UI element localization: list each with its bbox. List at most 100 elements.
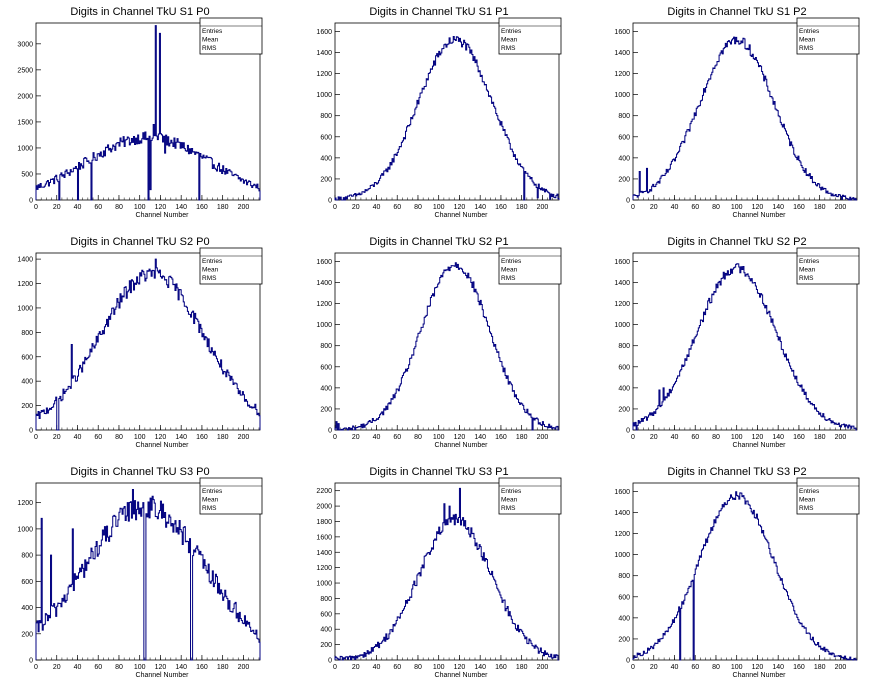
- x-tick-label: 60: [393, 204, 401, 211]
- stats-label-entries: Entries: [799, 258, 820, 265]
- x-tick-label: 160: [495, 204, 507, 211]
- y-tick-label: 0: [626, 428, 630, 435]
- x-tick-label: 120: [155, 204, 167, 211]
- x-tick-label: 0: [34, 204, 38, 211]
- x-tick-label: 60: [691, 434, 699, 441]
- y-tick-label: 2200: [316, 488, 332, 495]
- stats-label-entries: Entries: [799, 488, 820, 495]
- histogram-line: [334, 262, 559, 431]
- stats-box: [498, 247, 562, 285]
- x-axis-label: Channel Number: [733, 442, 787, 449]
- x-tick-label: 200: [537, 434, 549, 441]
- x-tick-label: 120: [752, 434, 764, 441]
- stats-box: [796, 477, 860, 515]
- x-tick-label: 200: [537, 664, 549, 671]
- x-tick-label: 160: [495, 664, 507, 671]
- y-tick-label: 600: [618, 364, 630, 371]
- x-axis-label: Channel Number: [733, 212, 787, 219]
- y-tick-label: 200: [320, 176, 332, 183]
- x-tick-label: 160: [793, 434, 805, 441]
- x-tick-label: 120: [752, 664, 764, 671]
- x-tick-label: 100: [433, 204, 445, 211]
- x-tick-label: 100: [433, 664, 445, 671]
- y-tick-label: 800: [320, 596, 332, 603]
- x-tick-label: 0: [333, 204, 337, 211]
- y-tick-label: 1000: [614, 552, 630, 559]
- x-axis-label: Channel Number: [136, 672, 190, 679]
- x-tick-label: 180: [217, 434, 229, 441]
- stats-label-mean: Mean: [501, 267, 518, 274]
- x-tick-label: 40: [74, 664, 82, 671]
- y-tick-label: 1400: [316, 550, 332, 557]
- y-tick-label: 400: [618, 385, 630, 392]
- x-tick-label: 40: [671, 204, 679, 211]
- x-tick-label: 20: [53, 434, 61, 441]
- x-tick-label: 20: [53, 204, 61, 211]
- x-tick-label: 100: [731, 664, 743, 671]
- panel-title: Digits in Channel TkU S1 P2: [667, 6, 806, 18]
- y-tick-label: 1200: [17, 500, 33, 507]
- stats-label-rms: RMS: [202, 275, 217, 282]
- plot-frame: [334, 482, 560, 661]
- x-tick-label: 40: [671, 434, 679, 441]
- x-tick-label: 200: [238, 204, 250, 211]
- stats-label-mean: Mean: [799, 37, 816, 44]
- x-tick-label: 200: [238, 664, 250, 671]
- histogram-line: [632, 36, 857, 201]
- x-tick-label: 60: [94, 204, 102, 211]
- y-tick-label: 1600: [316, 259, 332, 266]
- x-tick-label: 140: [175, 204, 187, 211]
- x-tick-label: 120: [155, 664, 167, 671]
- y-tick-label: 600: [320, 611, 332, 618]
- stats-label-entries: Entries: [799, 28, 820, 35]
- y-tick-label: 1200: [614, 71, 630, 78]
- y-tick-label: 200: [21, 631, 33, 638]
- x-axis-label: Channel Number: [435, 442, 489, 449]
- x-tick-label: 20: [352, 434, 360, 441]
- x-tick-label: 180: [516, 664, 528, 671]
- stats-label-mean: Mean: [501, 37, 518, 44]
- x-tick-label: 60: [691, 204, 699, 211]
- y-tick-label: 400: [21, 605, 33, 612]
- histogram-line: [35, 258, 261, 431]
- y-tick-label: 200: [618, 636, 630, 643]
- x-tick-label: 80: [712, 664, 720, 671]
- x-tick-label: 40: [74, 434, 82, 441]
- x-tick-label: 120: [454, 204, 466, 211]
- stats-box: [199, 247, 263, 285]
- x-tick-label: 200: [835, 664, 847, 671]
- y-tick-label: 1200: [316, 71, 332, 78]
- stats-label-mean: Mean: [501, 497, 518, 504]
- x-tick-label: 180: [217, 204, 229, 211]
- panel-title: Digits in Channel TkU S3 P2: [667, 466, 806, 478]
- x-tick-label: 20: [352, 664, 360, 671]
- stats-box: [199, 17, 263, 55]
- x-axis-label: Channel Number: [435, 212, 489, 219]
- x-tick-label: 40: [373, 434, 381, 441]
- stats-label-entries: Entries: [501, 28, 522, 35]
- histogram-line: [632, 491, 857, 661]
- x-tick-label: 140: [474, 204, 486, 211]
- x-tick-label: 60: [393, 664, 401, 671]
- stats-label-entries: Entries: [202, 28, 223, 35]
- x-tick-label: 0: [631, 434, 635, 441]
- y-tick-label: 3000: [17, 41, 33, 48]
- y-tick-label: 1500: [17, 119, 33, 126]
- y-tick-label: 600: [618, 594, 630, 601]
- y-tick-label: 400: [21, 379, 33, 386]
- x-tick-label: 140: [175, 664, 187, 671]
- x-tick-label: 40: [74, 204, 82, 211]
- y-tick-label: 1400: [614, 510, 630, 517]
- x-tick-label: 100: [731, 204, 743, 211]
- y-tick-label: 1200: [316, 301, 332, 308]
- y-tick-label: 800: [21, 553, 33, 560]
- x-tick-label: 140: [772, 664, 784, 671]
- x-tick-label: 200: [537, 204, 549, 211]
- y-tick-label: 600: [320, 134, 332, 141]
- stats-label-rms: RMS: [202, 505, 217, 512]
- y-tick-label: 0: [328, 428, 332, 435]
- y-tick-label: 800: [320, 343, 332, 350]
- plot-frame: [334, 252, 560, 431]
- stats-label-entries: Entries: [202, 258, 223, 265]
